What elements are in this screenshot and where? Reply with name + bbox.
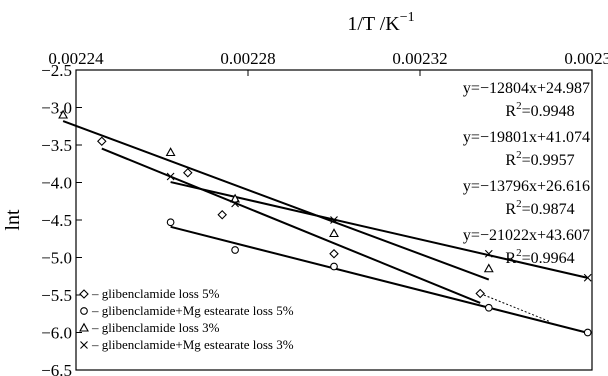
r-squared-exponent: 2 [516,100,522,112]
r-squared-value: =0.9948 [522,103,575,120]
legend-marker-circle [80,307,88,315]
fit-equations-group: y=−12804x+24.987R2=0.9948y=−19801x+41.07… [463,80,590,267]
y-tick-label: −6.5 [41,361,72,376]
data-point-x [484,249,493,258]
r-squared-symbol: R [505,201,516,218]
data-point-diamond [97,136,107,147]
r-squared-exponent: 2 [516,198,522,210]
legend-entry: – glibenclamide loss 3% [91,320,220,335]
data-point-triangle [165,147,176,157]
fit-line-3 [62,120,490,281]
fit-extrapolation-line [480,293,550,322]
x-tick-label: 0.00232 [392,49,447,68]
data-point-x [583,273,592,282]
fit-equation: y=−19801x+41.074 [463,129,590,146]
legend-entry: – glibenclamide loss 5% [91,286,220,301]
legend-entry: – glibenclamide+Mg estearate loss 3% [91,337,294,352]
r-squared-value: =0.9964 [522,250,575,267]
data-point-triangle [58,109,69,119]
r-squared-value: =0.9874 [522,201,575,218]
data-point-circle [166,218,175,227]
fit-equation: y=−12804x+24.987 [463,80,590,97]
r-squared-exponent: 2 [516,149,522,161]
data-point-diamond [475,288,485,299]
r-squared-value: =0.9957 [522,152,575,169]
legend-dash: – [91,320,102,335]
r-squared-symbol: R [505,152,516,169]
x-tick-label: 0.00228 [220,49,275,68]
y-tick-label: −3.5 [41,136,72,155]
y-tick-label: −3.0 [41,99,72,118]
legend-marker-triangle [79,322,89,332]
fit-r-squared: R2=0.9874 [505,198,574,218]
fit-equation: y=−13796x+26.616 [463,178,590,195]
x-tick-label: 0.00236 [564,49,608,68]
data-point-diamond [217,209,227,220]
x-axis-title: 1/T /K−1 [347,10,414,35]
x-axis-title-main: 1/T /K [347,13,400,35]
data-point-diamond [329,248,339,259]
legend-dash: – [91,337,102,352]
data-point-circle [484,303,493,312]
x-axis-title-exponent: −1 [400,10,415,25]
data-point-circle [330,262,338,271]
data-point-triangle [483,263,494,273]
r-squared-exponent: 2 [516,247,522,259]
legend-marker-diamond [79,289,89,299]
fit-line-4 [170,181,588,279]
y-tick-label: −4.0 [41,174,72,193]
y-ticks-group: −2.5 −3.0 −3.5 −4.0 −4.5 −5.0 −5.5 −6.0 −6.5 [41,61,82,376]
legend: – glibenclamide loss 5% – glibenclamide+… [79,286,294,352]
data-point-x [330,216,338,224]
r-squared-symbol: R [505,250,516,267]
y-tick-label: −5.0 [41,249,72,268]
fit-r-squared: R2=0.9948 [505,100,574,120]
data-point-circle [231,246,239,254]
y-tick-label: −2.5 [41,61,72,80]
legend-marker-x [80,341,88,349]
x-ticks-group: 0.00224 0.00228 0.00232 0.00236 [48,49,608,76]
legend-label: glibenclamide+Mg estearate loss 5% [102,303,294,318]
fit-line-1 [101,147,481,304]
x-tick-label: 0.00224 [48,49,104,68]
legend-entry: – glibenclamide+Mg estearate loss 5% [91,303,294,318]
legend-dash: – [91,286,102,301]
y-tick-label: −4.5 [41,211,72,230]
data-point-triangle [329,228,339,238]
fit-equation: y=−21022x+43.607 [463,227,590,244]
data-point-x [231,199,239,208]
legend-dash: – [91,303,102,318]
legend-label: glibenclamide+Mg estearate loss 3% [102,337,294,352]
legend-label: glibenclamide loss 5% [102,286,220,301]
data-markers-group [58,109,592,337]
fit-lines-group [62,120,588,334]
fit-line-2 [170,225,588,334]
fit-r-squared: R2=0.9957 [505,149,574,169]
y-axis-title: lnt [2,209,24,231]
data-point-x [166,172,175,181]
y-tick-label: −6.0 [41,324,72,343]
r-squared-symbol: R [505,103,516,120]
y-tick-label: −5.5 [41,286,72,305]
data-point-circle [583,328,592,337]
data-point-triangle [230,193,241,203]
data-point-diamond [183,167,193,178]
legend-label: glibenclamide loss 3% [102,320,220,335]
fit-r-squared: R2=0.9964 [505,247,574,267]
